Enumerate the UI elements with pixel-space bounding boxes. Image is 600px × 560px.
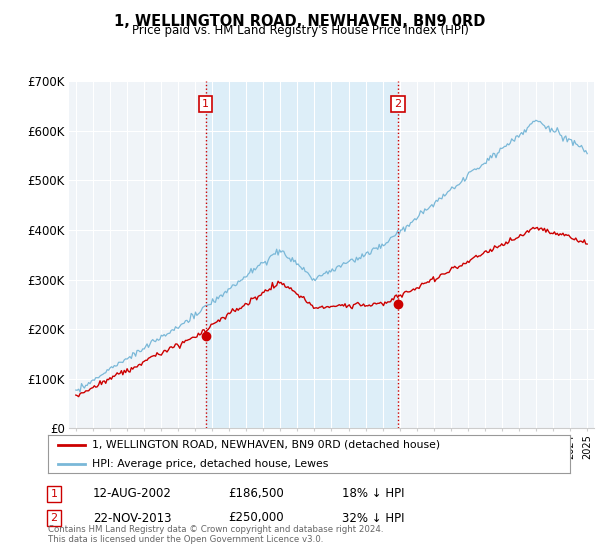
Text: £186,500: £186,500 [228,487,284,501]
Text: 18% ↓ HPI: 18% ↓ HPI [342,487,404,501]
Text: 1: 1 [50,489,58,499]
Text: 1, WELLINGTON ROAD, NEWHAVEN, BN9 0RD (detached house): 1, WELLINGTON ROAD, NEWHAVEN, BN9 0RD (d… [92,440,440,450]
Text: 32% ↓ HPI: 32% ↓ HPI [342,511,404,525]
Text: £250,000: £250,000 [228,511,284,525]
Text: 22-NOV-2013: 22-NOV-2013 [93,511,172,525]
Text: Contains HM Land Registry data © Crown copyright and database right 2024.
This d: Contains HM Land Registry data © Crown c… [48,525,383,544]
Text: 2: 2 [394,99,401,109]
Text: 12-AUG-2002: 12-AUG-2002 [93,487,172,501]
Text: Price paid vs. HM Land Registry's House Price Index (HPI): Price paid vs. HM Land Registry's House … [131,24,469,37]
Bar [206,81,398,428]
Text: HPI: Average price, detached house, Lewes: HPI: Average price, detached house, Lewe… [92,459,329,469]
Text: 1, WELLINGTON ROAD, NEWHAVEN, BN9 0RD: 1, WELLINGTON ROAD, NEWHAVEN, BN9 0RD [115,14,485,29]
Text: 2: 2 [50,513,58,523]
Text: 1: 1 [202,99,209,109]
